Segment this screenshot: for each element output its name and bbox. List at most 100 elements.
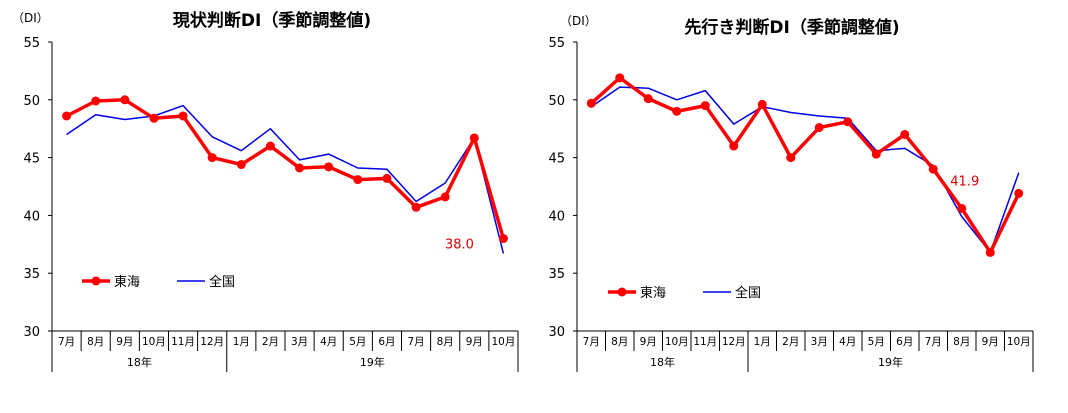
y-tick-label: 50 [548,94,565,109]
x-tick-label: 12月 [200,336,224,348]
x-tick-label: 2月 [262,336,279,348]
year-label: 18年 [127,355,152,369]
x-tick-label: 7月 [407,336,424,348]
data-point [672,106,682,116]
year-label: 19年 [360,355,385,369]
series-line-national [66,104,505,254]
x-tick-label: 6月 [896,336,913,348]
data-point [643,94,653,104]
x-tick-label: 9月 [640,336,657,348]
data-point [469,133,479,143]
x-tick-label: 5月 [349,336,366,348]
chart-title: 現状判断DI（季節調整値) [173,10,371,31]
x-tick-label: 7月 [58,336,75,348]
legend-label-national: 全国 [735,285,761,301]
x-tick-label: 11月 [693,336,717,348]
x-tick-label: 10月 [665,336,689,348]
x-tick-label: 11月 [171,336,195,348]
x-tick-label: 8月 [437,336,454,348]
data-point [985,247,995,257]
series-line-tokai [590,76,1021,255]
data-point [843,117,853,127]
y-tick-label: 50 [23,94,40,109]
y-tick-label: 40 [23,209,40,224]
data-point [615,73,625,83]
x-tick-label: 9月 [466,336,483,348]
data-point [178,111,188,121]
data-point [814,123,824,133]
data-point [586,98,596,108]
y-tick-label: 55 [548,36,565,51]
y-tick-label: 40 [548,209,565,224]
data-point [729,141,739,151]
data-point [62,111,72,121]
y-tick-label: 35 [548,267,565,282]
data-point [207,153,217,163]
data-label: 41.9 [950,174,979,189]
y-tick-label: 30 [548,325,565,340]
unit-label: （DI） [12,11,49,25]
chart-1: 現状判断DI（季節調整値) （DI） 30 35 40 45 50 55 7月 8月 9月 10月 11… [12,10,519,372]
data-point [236,160,246,170]
data-point [382,173,392,183]
data-point [957,203,967,213]
chart-2: 先行き判断DI（季節調整値) （DI） 30 35 40 45 50 55 7月 8月 9月 10月 1… [548,14,1034,372]
legend-marker-tokai [91,276,101,286]
legend-label-tokai: 東海 [640,285,666,301]
data-point [700,101,710,111]
data-label: 38.0 [445,238,474,253]
y-tick-label: 30 [23,325,40,340]
legend-label-tokai: 東海 [114,274,140,290]
y-tick-label: 45 [23,152,40,167]
x-tick-label: 10月 [1007,336,1031,348]
y-tick-label: 35 [23,267,40,282]
x-tick-label: 3月 [811,336,828,348]
chart-title: 先行き判断DI（季節調整値) [684,17,899,38]
legend: 東海 全国 [608,285,761,301]
data-point [871,149,881,159]
x-tick-label: 10月 [492,336,516,348]
data-point [928,164,938,174]
data-point [411,202,421,212]
x-tick-label: 8月 [611,336,628,348]
x-tick-label: 8月 [87,336,104,348]
year-label: 19年 [878,355,903,369]
x-tick-label: 7月 [583,336,600,348]
data-point [757,99,767,109]
data-point [440,192,450,202]
series-line-tokai [65,98,506,239]
legend-marker-tokai [617,287,627,297]
data-point [149,113,159,123]
x-tick-label: 3月 [291,336,308,348]
x-tick-label: 2月 [782,336,799,348]
x-tick-label: 5月 [868,336,885,348]
x-tick-label: 1月 [754,336,771,348]
data-point [295,163,305,173]
series-line-national [590,86,1020,254]
x-tick-label: 7月 [925,336,942,348]
x-tick-label: 9月 [116,336,133,348]
unit-label: （DI） [560,14,597,28]
data-point [900,129,910,139]
x-tick-label: 9月 [982,336,999,348]
x-tick-label: 4月 [320,336,337,348]
x-tick-label: 8月 [953,336,970,348]
x-tick-label: 12月 [722,336,746,348]
data-point [91,96,101,106]
data-point [498,234,508,244]
data-point [324,162,334,172]
legend: 東海 全国 [82,274,235,290]
y-tick-label: 55 [23,36,40,51]
legend-label-national: 全国 [209,274,235,290]
data-point [265,141,275,151]
data-point [353,175,363,185]
data-point [1014,188,1024,198]
y-tick-label: 45 [548,152,565,167]
year-label: 18年 [650,355,675,369]
x-tick-label: 10月 [142,336,166,348]
data-point [786,153,796,163]
data-point [120,95,130,105]
x-tick-label: 4月 [839,336,856,348]
x-tick-label: 1月 [233,336,250,348]
